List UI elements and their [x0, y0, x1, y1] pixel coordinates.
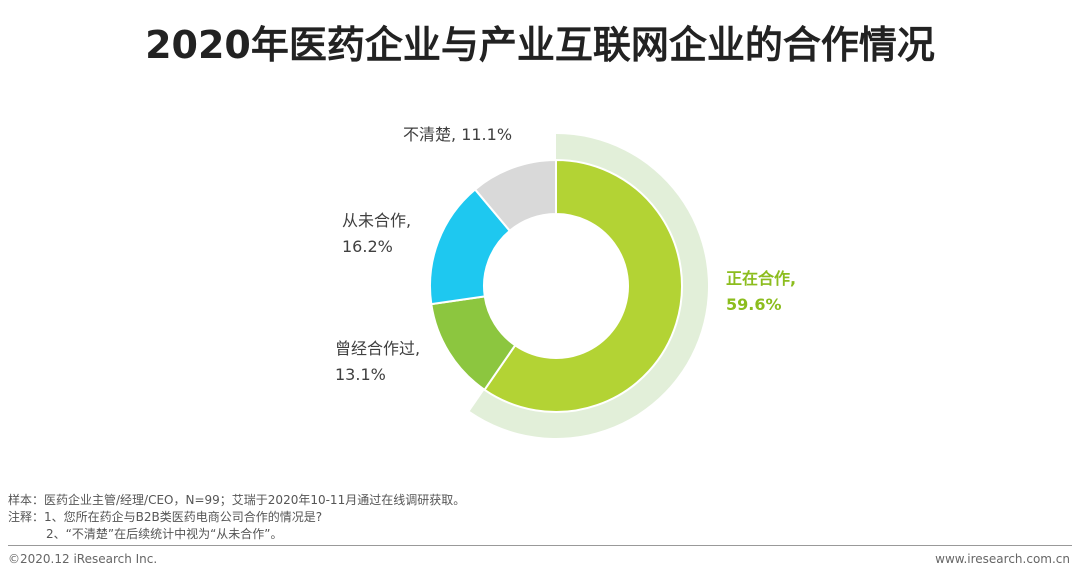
label-cooperating: 正在合作, 59.6% — [726, 266, 796, 318]
label-unclear-name: 不清楚, — [403, 125, 457, 144]
copyright: ©2020.12 iResearch Inc. — [8, 552, 158, 566]
chart-title: 2020年医药企业与产业互联网企业的合作情况 — [145, 23, 935, 67]
label-cooperating-value: 59.6% — [726, 295, 782, 314]
label-never-cooperated-name: 从未合作, — [342, 211, 412, 230]
chart-notes: 样本：医药企业主管/经理/CEO，N=99；艾瑞于2020年10-11月通过在线… — [8, 492, 465, 543]
label-unclear-value: 11.1% — [461, 125, 513, 144]
label-never-cooperated-value: 16.2% — [342, 237, 393, 256]
label-never-cooperated: 从未合作, 16.2% — [342, 208, 411, 260]
sample-note: 样本：医药企业主管/经理/CEO，N=99；艾瑞于2020年10-11月通过在线… — [8, 493, 466, 507]
label-cooperated-before: 曾经合作过, 13.1% — [335, 336, 420, 388]
slice-unclear — [473, 158, 557, 233]
note-1: 注释：1、您所在药企与B2B类医药电商公司合作的情况是? — [8, 510, 323, 524]
label-cooperated-before-name: 曾经合作过, — [335, 339, 421, 358]
slice-cooperating — [483, 158, 683, 413]
label-unclear: 不清楚, 11.1% — [403, 122, 512, 148]
footer-divider — [8, 545, 1072, 546]
website-link[interactable]: www.iresearch.com.cn — [935, 552, 1070, 566]
label-cooperated-before-value: 13.1% — [335, 365, 386, 384]
note-2: 2、“不清楚”在后续统计中视为“从未合作”。 — [46, 527, 283, 541]
label-cooperating-name: 正在合作, — [726, 269, 797, 288]
